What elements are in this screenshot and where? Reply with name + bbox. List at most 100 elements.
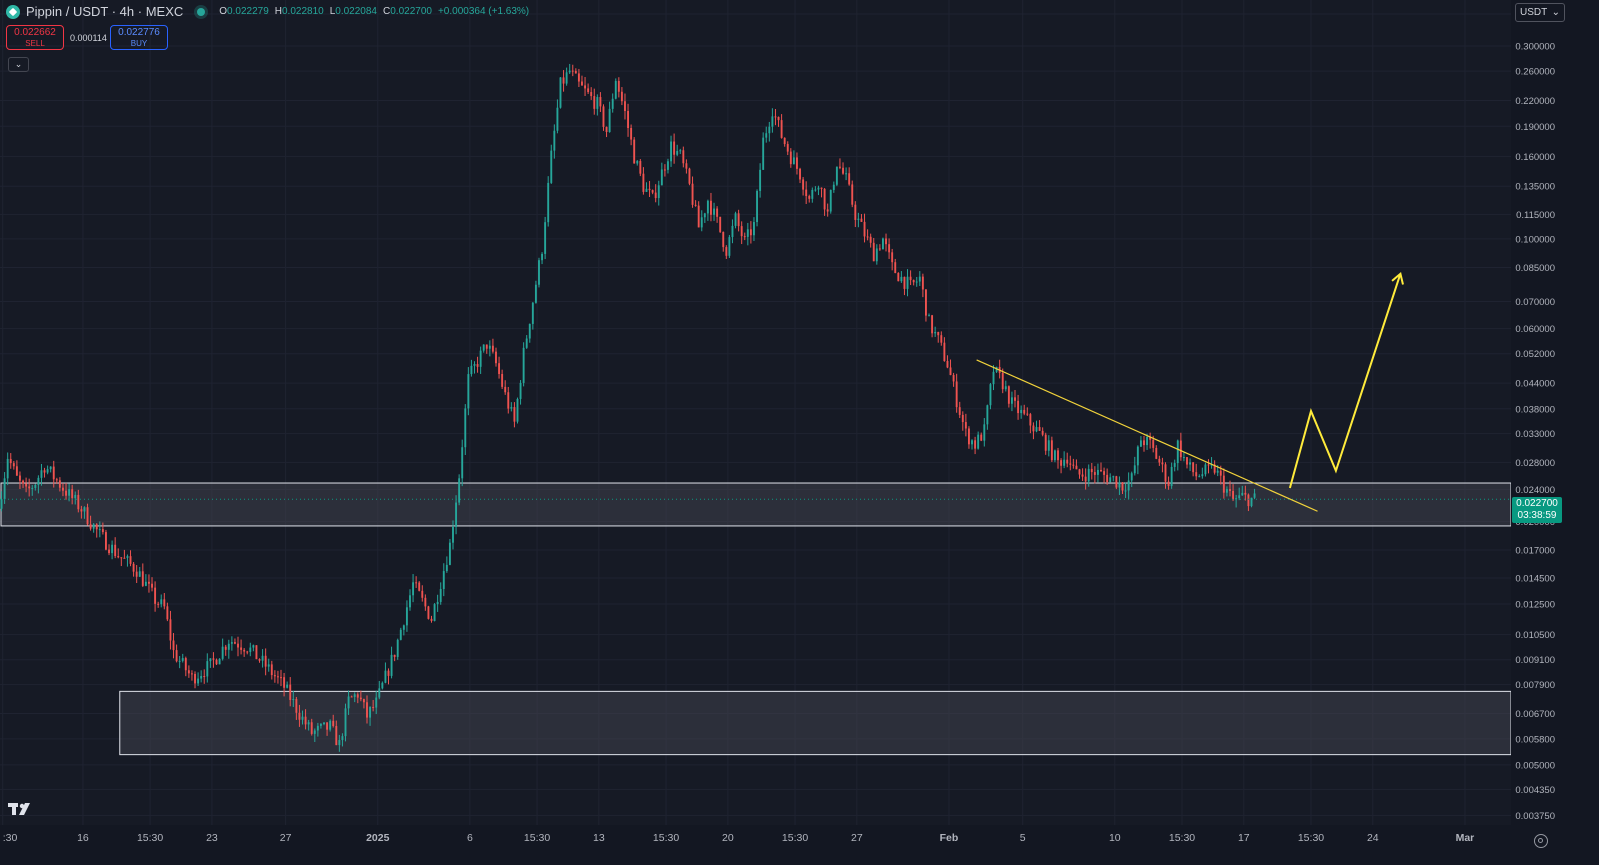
sell-button[interactable]: 0.022662 SELL [6, 25, 64, 50]
last-price-value: 0.022700 [1516, 498, 1558, 509]
price-tick-label: 0.044000 [1515, 379, 1555, 390]
candle-body [1072, 464, 1075, 466]
time-axis[interactable]: :30 16 15:30 23 27 2025 6 15:30 13 15:30 20 15:30 27… [0, 825, 1599, 865]
candle-body [611, 98, 614, 109]
candle-body [820, 187, 823, 189]
time-tick-label: 6 [467, 832, 473, 844]
candle-body [412, 582, 415, 596]
candle-body [1010, 397, 1013, 404]
candle-body [329, 720, 332, 730]
price-tick-label: 0.070000 [1515, 297, 1555, 308]
candle-body [1235, 498, 1238, 500]
candle-body [19, 475, 21, 481]
candle-body [154, 587, 157, 604]
candle-body [212, 658, 215, 660]
candle-body [132, 563, 135, 572]
candle-body [1173, 463, 1176, 467]
candle-body [1057, 450, 1059, 461]
candle-body [513, 407, 516, 422]
projection-path [1288, 273, 1402, 489]
candle-body [335, 725, 338, 746]
time-tick-label: 15:30 [524, 832, 550, 844]
candle-body [448, 542, 451, 565]
candle-body [1053, 450, 1056, 461]
candle-body [685, 163, 688, 169]
candle-body [740, 226, 743, 237]
symbol-title[interactable]: Pippin / USDT · 4h · MEXC [26, 4, 184, 19]
candle-body [617, 80, 620, 92]
candle-body [89, 524, 92, 529]
candle-body [1179, 440, 1182, 458]
candle-body [875, 248, 878, 262]
chevron-down-icon: ⌄ [14, 59, 23, 69]
candle-body [869, 236, 872, 243]
candle-body [1007, 386, 1010, 404]
candle-body [1133, 465, 1136, 474]
gear-icon[interactable] [1534, 834, 1548, 848]
candle-body [415, 582, 418, 584]
candle-body [977, 434, 980, 449]
price-tick-label: 0.004350 [1515, 785, 1555, 796]
candle-body [924, 289, 927, 316]
candle-body [157, 603, 160, 605]
candle-body [1047, 440, 1050, 451]
candle-body [706, 200, 709, 214]
candle-body [92, 524, 95, 529]
candle-body [771, 116, 774, 127]
price-axis[interactable]: 0.3600000.3000000.2600000.2200000.190000… [1511, 0, 1599, 865]
candle-body [501, 373, 504, 387]
candle-body [1238, 495, 1241, 499]
collapse-legend-button[interactable]: ⌄ [8, 57, 29, 72]
candle-body [390, 654, 393, 676]
candle-body [909, 276, 912, 281]
candle-body [796, 157, 798, 169]
candle-body [123, 557, 126, 559]
candle-body [1250, 497, 1253, 507]
candle-body [1167, 481, 1170, 487]
candle-body [1041, 430, 1044, 435]
candle-body [1219, 470, 1222, 476]
candle-body [280, 677, 282, 679]
candle-body [151, 583, 153, 588]
candle-body [559, 77, 562, 108]
candle-body [353, 694, 356, 697]
candle-body [1026, 413, 1029, 415]
candle-body [550, 150, 553, 183]
candle-body [507, 392, 510, 409]
candle-body [418, 582, 421, 591]
candle-body [166, 606, 169, 620]
candle-body [461, 447, 464, 479]
candle-body [765, 133, 768, 138]
candle-body [40, 470, 43, 478]
candle-body [642, 173, 645, 192]
candle-body [197, 678, 200, 684]
candle-body [651, 190, 654, 193]
high-value: 0.022810 [282, 6, 324, 17]
candle-body [1149, 436, 1152, 440]
candle-body [1198, 476, 1201, 478]
candle-body [937, 332, 940, 336]
buy-button[interactable]: 0.022776 BUY [110, 25, 168, 50]
candle-body [728, 237, 731, 256]
candle-body [928, 315, 930, 317]
time-tick-label: 23 [206, 832, 218, 844]
time-tick-label: 15:30 [1298, 832, 1324, 844]
candle-body [940, 335, 943, 343]
candle-body [670, 141, 672, 162]
candle-body [1176, 440, 1179, 464]
candle-body [525, 338, 528, 348]
candle-body [581, 81, 583, 86]
pippin-logo-icon [6, 4, 20, 19]
drawings[interactable] [0, 271, 1511, 512]
candle-body [9, 458, 12, 464]
candle-body [756, 190, 758, 223]
time-tick-label: 15:30 [137, 832, 163, 844]
candle-body [878, 248, 881, 250]
candle-body [298, 712, 301, 720]
candle-body [599, 97, 602, 107]
candle-body [1213, 464, 1216, 473]
tradingview-logo-icon[interactable] [8, 801, 34, 817]
currency-select[interactable]: USDT ⌄ [1515, 3, 1565, 22]
